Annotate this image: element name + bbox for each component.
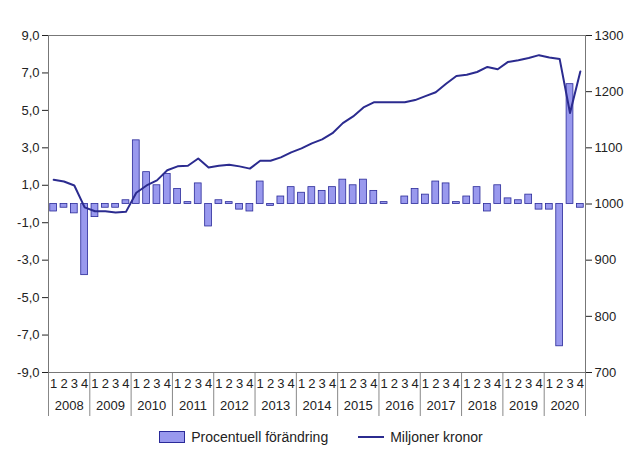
svg-text:2: 2 [102, 376, 109, 391]
svg-text:1100: 1100 [595, 140, 623, 155]
svg-text:1: 1 [504, 376, 511, 391]
svg-text:2: 2 [391, 376, 398, 391]
svg-text:4: 4 [577, 376, 584, 391]
svg-text:4: 4 [329, 376, 336, 391]
svg-text:1: 1 [546, 376, 553, 391]
svg-text:1: 1 [174, 376, 181, 391]
svg-text:1000: 1000 [595, 196, 624, 211]
html-text:Miljoner kronor: Miljoner kronor [390, 429, 483, 445]
svg-text:4: 4 [494, 376, 501, 391]
svg-text:1: 1 [257, 376, 264, 391]
svg-text:3: 3 [153, 376, 160, 391]
svg-text:2013: 2013 [261, 398, 290, 413]
svg-text:3: 3 [236, 376, 243, 391]
svg-text:2: 2 [432, 376, 439, 391]
svg-text:2017: 2017 [426, 398, 455, 413]
svg-text:2019: 2019 [509, 398, 538, 413]
svg-text:2009: 2009 [96, 398, 125, 413]
svg-text:1: 1 [133, 376, 140, 391]
svg-text:2012: 2012 [220, 398, 249, 413]
svg-text:-1,0: -1,0 [17, 215, 39, 230]
svg-text:3,0: 3,0 [21, 140, 39, 155]
svg-text:1: 1 [91, 376, 98, 391]
svg-text:1: 1 [298, 376, 305, 391]
svg-text:2: 2 [60, 376, 67, 391]
svg-text:2018: 2018 [468, 398, 497, 413]
svg-text:2020: 2020 [550, 398, 579, 413]
svg-text:2: 2 [350, 376, 357, 391]
svg-text:3: 3 [525, 376, 532, 391]
svg-text:900: 900 [595, 252, 617, 267]
svg-text:4: 4 [535, 376, 542, 391]
svg-text:1200: 1200 [595, 84, 624, 99]
svg-text:3: 3 [566, 376, 573, 391]
svg-text:2: 2 [143, 376, 150, 391]
svg-text:700: 700 [595, 365, 617, 380]
svg-text:-3,0: -3,0 [17, 252, 39, 267]
svg-text:1: 1 [215, 376, 222, 391]
svg-text:3: 3 [401, 376, 408, 391]
svg-text:2011: 2011 [179, 398, 207, 413]
svg-text:3: 3 [319, 376, 326, 391]
svg-text:4: 4 [411, 376, 418, 391]
svg-text:5,0: 5,0 [21, 103, 39, 118]
svg-text:-9,0: -9,0 [17, 365, 39, 380]
svg-text:2015: 2015 [344, 398, 373, 413]
svg-text:9,0: 9,0 [21, 28, 39, 43]
svg-text:4: 4 [453, 376, 460, 391]
svg-text:3: 3 [442, 376, 449, 391]
svg-text:2010: 2010 [137, 398, 166, 413]
svg-text:1,0: 1,0 [21, 177, 39, 192]
svg-text:3: 3 [360, 376, 367, 391]
svg-text:2008: 2008 [55, 398, 84, 413]
svg-text:3: 3 [484, 376, 491, 391]
svg-text:1: 1 [422, 376, 429, 391]
svg-text:2: 2 [556, 376, 563, 391]
svg-text:1: 1 [339, 376, 346, 391]
svg-text:-7,0: -7,0 [17, 327, 39, 342]
svg-text:2: 2 [308, 376, 315, 391]
svg-text:7,0: 7,0 [21, 65, 39, 80]
svg-text:3: 3 [277, 376, 284, 391]
svg-text:2: 2 [473, 376, 480, 391]
svg-text:3: 3 [112, 376, 119, 391]
svg-text:4: 4 [370, 376, 377, 391]
svg-text:1: 1 [381, 376, 388, 391]
svg-text:3: 3 [195, 376, 202, 391]
svg-text:4: 4 [81, 376, 88, 391]
svg-text:2016: 2016 [385, 398, 414, 413]
svg-text:-5,0: -5,0 [17, 290, 39, 305]
svg-text:2: 2 [267, 376, 274, 391]
svg-text:4: 4 [205, 376, 212, 391]
svg-text:2: 2 [226, 376, 233, 391]
html-text:Procentuell förändring: Procentuell förändring [191, 429, 329, 445]
svg-text:4: 4 [122, 376, 129, 391]
svg-text:4: 4 [164, 376, 171, 391]
svg-text:4: 4 [246, 376, 253, 391]
svg-text:2: 2 [184, 376, 191, 391]
svg-text:2014: 2014 [303, 398, 332, 413]
svg-text:3: 3 [71, 376, 78, 391]
svg-text:800: 800 [595, 308, 617, 323]
svg-text:1: 1 [50, 376, 57, 391]
svg-text:1: 1 [463, 376, 470, 391]
svg-text:2: 2 [515, 376, 522, 391]
svg-text:4: 4 [288, 376, 295, 391]
svg-text:1300: 1300 [595, 28, 624, 43]
